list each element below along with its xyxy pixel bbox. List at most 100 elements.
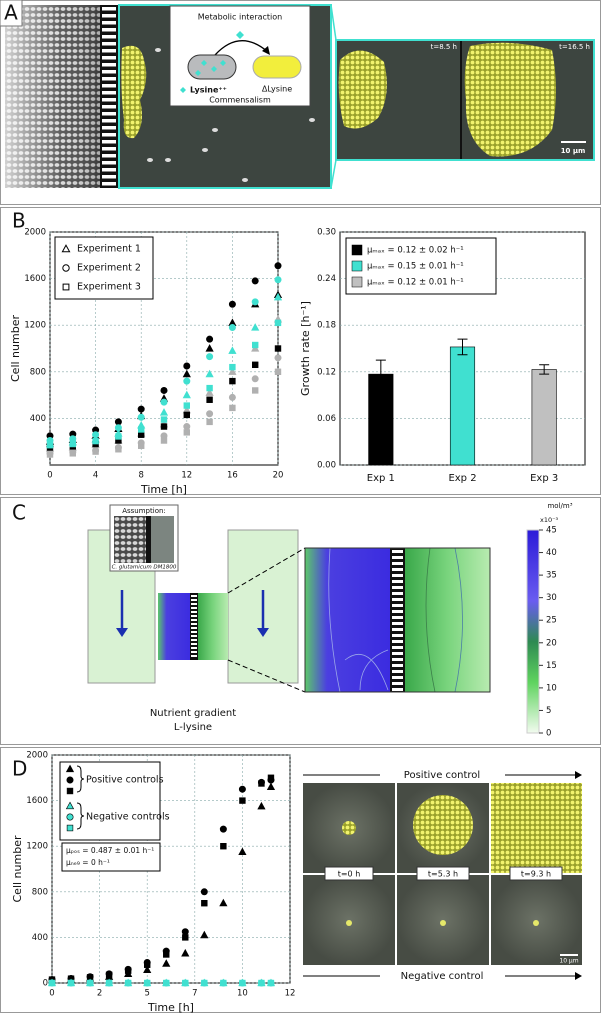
contour: [328, 547, 341, 693]
x-tick-label: 10: [237, 989, 248, 999]
ladder-bar: [102, 49, 116, 53]
ladder-bar: [392, 640, 403, 643]
cell-image: [114, 516, 146, 563]
y-tick-label: 800: [30, 367, 46, 377]
legend-label: μₘₐₓ = 0.15 ± 0.01 h⁻¹: [367, 262, 464, 272]
consumer-cell: [252, 55, 302, 79]
point: [114, 418, 122, 426]
point: [69, 450, 77, 457]
point: [239, 979, 246, 987]
legend-box: [54, 236, 154, 300]
ladder: [146, 516, 151, 563]
image-row-label: Negative control: [401, 971, 484, 982]
point: [220, 979, 227, 987]
point: [183, 429, 190, 436]
point: [143, 965, 152, 973]
ladder-bar: [392, 634, 403, 637]
point: [274, 262, 282, 270]
error-bar: [539, 364, 550, 375]
ladder-bar: [191, 627, 197, 629]
cell: [165, 158, 171, 162]
gradient-right: [198, 593, 228, 660]
y-axis-label: Growth rate [h⁻¹]: [299, 301, 312, 396]
legend-swatch: [351, 260, 363, 272]
legend-box: [345, 237, 497, 295]
point: [163, 951, 170, 958]
x-tick-label: Exp 1: [367, 473, 395, 484]
cell: [202, 148, 208, 152]
point: [115, 433, 122, 440]
panel-label: C: [12, 501, 26, 525]
y-tick-label: 0.06: [317, 414, 336, 424]
zoom-frame: [304, 547, 491, 693]
arrowhead: [257, 628, 269, 637]
x-tick-label: 2: [97, 989, 102, 999]
ladder-bar: [392, 586, 403, 589]
point: [220, 842, 227, 850]
x-tick-label: 8: [138, 471, 143, 481]
point: [219, 898, 228, 907]
x-tick-label: 16: [227, 471, 238, 481]
y-tick-label: 0.00: [317, 461, 336, 471]
micrograph: [491, 875, 582, 965]
x-tick-label: 0: [47, 471, 52, 481]
ladder-bar: [392, 616, 403, 619]
point: [239, 797, 246, 804]
point: [114, 424, 122, 432]
point: [144, 979, 151, 987]
zoom-line: [227, 547, 306, 594]
legend-marker: [61, 244, 71, 253]
point: [206, 410, 214, 418]
point: [228, 393, 236, 401]
point: [67, 979, 75, 987]
point: [163, 979, 170, 987]
single-cells: [147, 48, 315, 182]
point: [273, 292, 283, 301]
legend-box: [59, 761, 161, 841]
legend-marker: [66, 776, 74, 784]
time-labels: t=0 h t=5.3 h t=9.3 h: [324, 866, 563, 881]
point: [181, 948, 190, 957]
point: [183, 423, 191, 431]
legend-marker: [66, 824, 74, 832]
bar: [368, 373, 394, 466]
ladder-bar: [392, 652, 403, 655]
y-axis-label: Cell number: [11, 835, 24, 902]
point: [258, 979, 265, 987]
y-tick-label: 800: [32, 887, 48, 897]
legend-label: μₘₐₓ = 0.12 ± 0.02 h⁻¹: [367, 246, 464, 256]
connector: [330, 159, 337, 189]
point: [229, 377, 236, 385]
label-box: [0, 0, 23, 27]
ladder-bar: [102, 98, 116, 102]
point: [86, 979, 94, 987]
y-tick-label: 1600: [26, 796, 48, 806]
point: [200, 930, 209, 939]
x-tick-label: 20: [273, 471, 284, 481]
ladder-bar: [392, 562, 403, 565]
ladder: [100, 5, 118, 188]
micrograph: [491, 783, 582, 873]
ladder-bar: [102, 21, 116, 25]
legend-label: Experiment 1: [77, 244, 141, 255]
ladder-bars: [392, 550, 403, 691]
error-bar: [375, 359, 386, 389]
point: [206, 353, 214, 361]
annotation: μₙₑ₉ = 0 h⁻¹: [66, 858, 110, 867]
ladder-bar: [191, 639, 197, 641]
cell: [212, 128, 218, 132]
brace: [76, 765, 85, 793]
point: [201, 979, 208, 987]
cell-cluster: [338, 50, 387, 129]
micrographs: [303, 783, 582, 965]
point: [160, 386, 168, 394]
arrowhead: [575, 771, 582, 779]
image-shade: [5, 5, 100, 188]
x-axis-label: Time [h]: [140, 483, 187, 496]
colony: [413, 795, 473, 855]
ladder-bar: [392, 676, 403, 679]
ladder-bar: [191, 651, 197, 653]
ladder-bar: [102, 70, 116, 74]
ladder-bar: [191, 635, 197, 637]
assumption-title: Assumption:: [122, 507, 166, 515]
